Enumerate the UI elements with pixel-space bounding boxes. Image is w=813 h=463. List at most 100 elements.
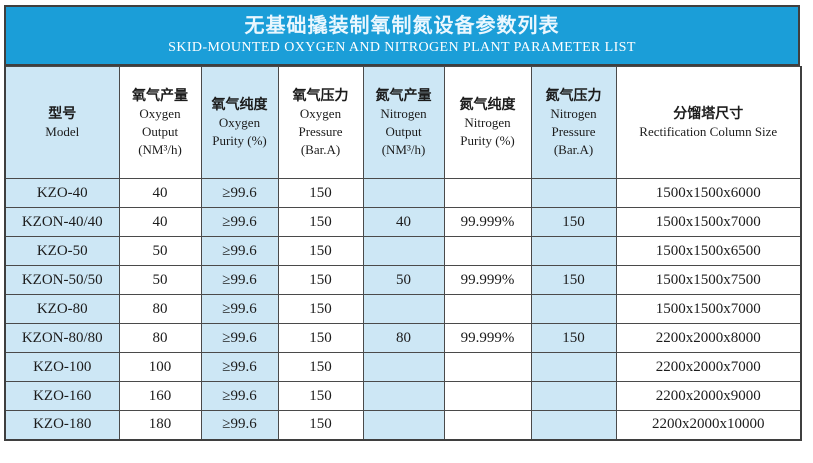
column-header-en: Nitrogen Purity (%) — [460, 114, 515, 148]
table-cell — [530, 178, 617, 208]
table-cell: 150 — [277, 236, 364, 266]
header-row: 型号 Model 氧气产量 Oxygen Output (NM³/h) 氧气纯度… — [4, 66, 802, 179]
table-cell: 150 — [277, 178, 364, 208]
table-row: KZO-100 100 ≥99.6 150 2200x2000x7000 — [4, 352, 802, 382]
model-cell: KZO-80 — [4, 294, 120, 324]
column-header-column-size: 分馏塔尺寸 Rectification Column Size — [615, 66, 802, 179]
table-cell — [443, 352, 532, 382]
table-cell: 1500x1500x7000 — [615, 294, 802, 324]
table-cell: 160 — [118, 381, 202, 411]
table-cell: 150 — [277, 207, 364, 237]
table-cell — [443, 178, 532, 208]
column-header-zh: 氮气压力 — [545, 87, 602, 104]
table-cell — [443, 381, 532, 411]
table-cell: ≥99.6 — [200, 352, 279, 382]
table-cell: 80 — [118, 294, 202, 324]
table-cell: 80 — [118, 323, 202, 353]
table-cell: ≥99.6 — [200, 323, 279, 353]
table-row: KZO-50 50 ≥99.6 150 1500x1500x6500 — [4, 236, 802, 266]
model-cell: KZO-180 — [4, 410, 120, 440]
column-header-zh: 氧气纯度 — [211, 96, 268, 113]
page-title-zh: 无基础撬装制氧制氮设备参数列表 — [244, 15, 560, 38]
table-row: KZO-180 180 ≥99.6 150 2200x2000x10000 — [4, 410, 802, 440]
table-row: KZO-80 80 ≥99.6 150 1500x1500x7000 — [4, 294, 802, 324]
parameter-sheet: 无基础撬装制氧制氮设备参数列表 SKID-MOUNTED OXYGEN AND … — [4, 5, 802, 441]
table-cell — [362, 294, 445, 324]
column-header-zh: 型号 — [48, 105, 77, 122]
table-cell: 150 — [277, 381, 364, 411]
column-header-zh: 分馏塔尺寸 — [673, 105, 744, 122]
column-header-zh: 氮气纯度 — [459, 96, 516, 113]
column-header-oxygen-purity: 氧气纯度 Oxygen Purity (%) — [200, 66, 279, 179]
column-header-en: Nitrogen Pressure (Bar.A) — [550, 105, 597, 157]
column-header-zh: 氮气产量 — [375, 87, 432, 104]
column-header-zh: 氧气压力 — [292, 87, 349, 104]
table-cell — [530, 410, 617, 440]
column-header-en: Oxygen Output (NM³/h) — [138, 105, 182, 157]
table-cell: 1500x1500x6000 — [615, 178, 802, 208]
table-cell: 2200x2000x9000 — [615, 381, 802, 411]
model-cell: KZO-50 — [4, 236, 120, 266]
column-header-en: Oxygen Purity (%) — [212, 114, 267, 148]
table-cell: 1500x1500x7000 — [615, 207, 802, 237]
table-cell: 2200x2000x7000 — [615, 352, 802, 382]
table-cell — [530, 236, 617, 266]
title-bar: 无基础撬装制氧制氮设备参数列表 SKID-MOUNTED OXYGEN AND … — [4, 5, 800, 66]
table-cell: 150 — [277, 352, 364, 382]
column-header-oxygen-output: 氧气产量 Oxygen Output (NM³/h) — [118, 66, 202, 179]
table-cell: ≥99.6 — [200, 207, 279, 237]
column-header-zh: 氧气产量 — [132, 87, 188, 104]
column-header-en: Oxygen Pressure (Bar.A) — [298, 105, 343, 157]
table-cell — [362, 352, 445, 382]
table-cell: 50 — [118, 236, 202, 266]
model-cell: KZON-80/80 — [4, 323, 120, 353]
table-cell: 150 — [277, 265, 364, 295]
table-cell: 150 — [530, 207, 617, 237]
table-cell — [362, 178, 445, 208]
table-cell: 1500x1500x6500 — [615, 236, 802, 266]
column-header-en: Nitrogen Output (NM³/h) — [380, 105, 427, 157]
table-row: KZON-40/40 40 ≥99.6 150 40 99.999% 150 1… — [4, 207, 802, 237]
table-cell — [443, 236, 532, 266]
table-cell: ≥99.6 — [200, 178, 279, 208]
table-row: KZO-160 160 ≥99.6 150 2200x2000x9000 — [4, 381, 802, 411]
table-cell: 99.999% — [443, 207, 532, 237]
table-cell: 150 — [277, 323, 364, 353]
model-cell: KZO-40 — [4, 178, 120, 208]
table-cell — [530, 294, 617, 324]
model-cell: KZON-50/50 — [4, 265, 120, 295]
table-cell: 150 — [277, 410, 364, 440]
table-cell — [362, 236, 445, 266]
model-cell: KZO-100 — [4, 352, 120, 382]
column-header-nitrogen-output: 氮气产量 Nitrogen Output (NM³/h) — [362, 66, 445, 179]
column-header-nitrogen-pressure: 氮气压力 Nitrogen Pressure (Bar.A) — [530, 66, 617, 179]
table-cell: 100 — [118, 352, 202, 382]
table-cell: 40 — [362, 207, 445, 237]
table-cell: 150 — [530, 265, 617, 295]
table-cell: ≥99.6 — [200, 410, 279, 440]
table-cell: 50 — [118, 265, 202, 295]
table-cell — [362, 410, 445, 440]
table-cell: 150 — [530, 323, 617, 353]
table-row: KZON-80/80 80 ≥99.6 150 80 99.999% 150 2… — [4, 323, 802, 353]
table-cell: ≥99.6 — [200, 294, 279, 324]
table-cell: ≥99.6 — [200, 265, 279, 295]
table-cell: ≥99.6 — [200, 236, 279, 266]
table-cell: 80 — [362, 323, 445, 353]
column-header-en: Rectification Column Size — [639, 123, 778, 139]
table-cell: 180 — [118, 410, 202, 440]
column-header-en: Model — [45, 123, 80, 139]
table-cell — [362, 381, 445, 411]
table-cell: 1500x1500x7500 — [615, 265, 802, 295]
column-header-oxygen-pressure: 氧气压力 Oxygen Pressure (Bar.A) — [277, 66, 364, 179]
table-cell: 150 — [277, 294, 364, 324]
table-cell — [443, 294, 532, 324]
table-cell: 50 — [362, 265, 445, 295]
table-cell: 99.999% — [443, 323, 532, 353]
table-cell: 99.999% — [443, 265, 532, 295]
table-header: 型号 Model 氧气产量 Oxygen Output (NM³/h) 氧气纯度… — [4, 66, 802, 179]
column-header-model: 型号 Model — [4, 66, 120, 179]
page-title-en: SKID-MOUNTED OXYGEN AND NITROGEN PLANT P… — [168, 40, 636, 56]
spec-table: 型号 Model 氧气产量 Oxygen Output (NM³/h) 氧气纯度… — [4, 66, 802, 441]
model-cell: KZO-160 — [4, 381, 120, 411]
